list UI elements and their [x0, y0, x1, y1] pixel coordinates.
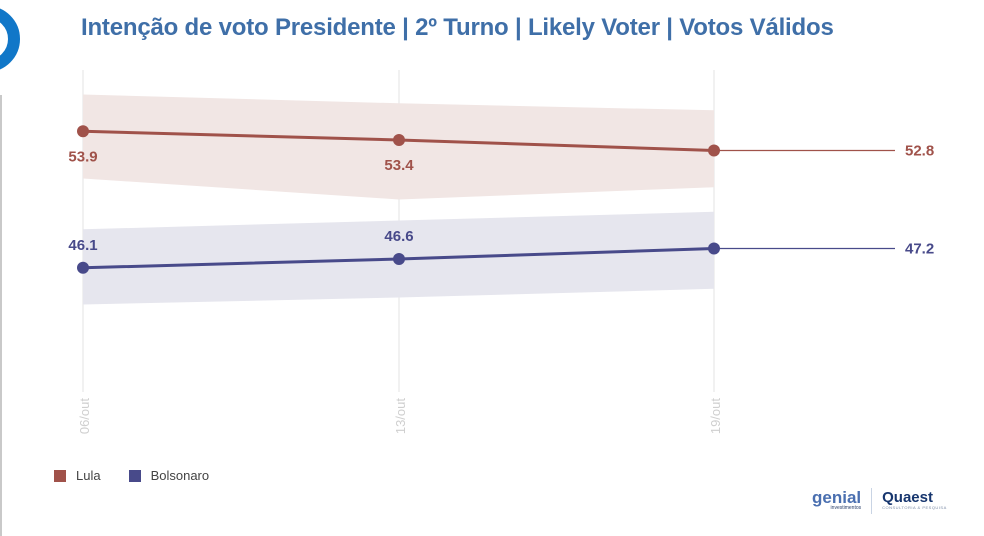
legend-swatch-bolsonaro	[128, 469, 141, 482]
x-tick-label-1: 13/out	[393, 398, 408, 435]
data-label-bolsonaro-2: 47.2	[905, 241, 934, 258]
point-lula-1	[393, 134, 405, 146]
genial-logo-sub: investimentos	[830, 505, 862, 511]
point-lula-2	[708, 144, 720, 157]
x-tick-label-0: 06/out	[77, 398, 92, 435]
quaest-logo-text: Quaest	[882, 489, 933, 506]
genial-logo-text: genial	[812, 488, 862, 507]
point-bolsonaro-2	[708, 242, 720, 255]
logo-divider	[871, 488, 873, 514]
data-label-lula-0: 53.9	[68, 148, 97, 165]
chart-title: Intenção de voto Presidente | 2º Turno |…	[81, 14, 834, 41]
legend-item-lula: Lula	[54, 468, 101, 483]
legend-label-lula: Lula	[76, 468, 101, 483]
legend-label-bolsonaro: Bolsonaro	[150, 468, 210, 483]
x-tick-label-2: 19/out	[708, 398, 723, 435]
point-bolsonaro-1	[393, 253, 405, 265]
data-label-bolsonaro-1: 46.6	[384, 228, 413, 245]
data-label-lula-2: 52.8	[905, 143, 934, 160]
data-label-lula-1: 53.4	[384, 157, 414, 174]
data-label-bolsonaro-0: 46.1	[68, 237, 97, 254]
genial-logo: genial investimentos	[812, 488, 862, 511]
quaest-logo: Quaest CONSULTORIA & PESQUISA	[882, 489, 947, 511]
legend-swatch-lula	[54, 469, 66, 482]
legend-item-bolsonaro: Bolsonaro	[128, 468, 210, 483]
legend: Lula Bolsonaro	[54, 468, 237, 483]
point-lula-0	[77, 125, 89, 138]
left-divider	[0, 95, 2, 536]
quaest-logo-sub: CONSULTORIA & PESQUISA	[882, 505, 947, 510]
point-bolsonaro-0	[77, 261, 89, 274]
band-lula	[83, 94, 714, 200]
sponsor-logos: genial investimentos Quaest CONSULTORIA …	[812, 488, 947, 514]
